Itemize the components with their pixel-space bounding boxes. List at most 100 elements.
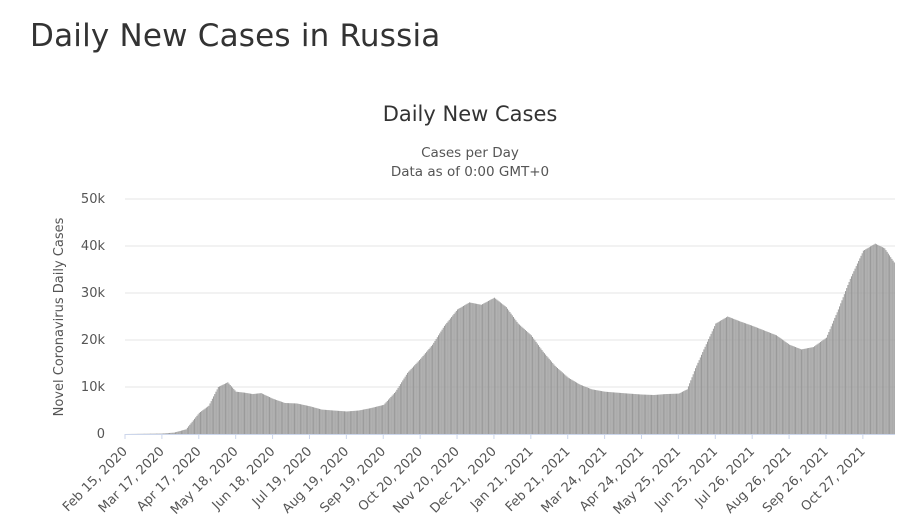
bar <box>781 339 783 434</box>
bar <box>271 398 273 434</box>
bar <box>276 400 278 434</box>
bar <box>654 394 656 434</box>
bar <box>535 341 537 434</box>
y-axis-title: Novel Coronavirus Daily Cases <box>52 217 67 416</box>
bar <box>461 306 463 434</box>
bar <box>176 431 178 434</box>
bar <box>659 394 661 434</box>
bar <box>537 345 539 434</box>
bar <box>363 409 365 434</box>
bar <box>730 317 732 434</box>
bar <box>548 358 550 434</box>
bar <box>566 376 568 434</box>
bar <box>361 409 363 434</box>
bar <box>642 394 644 434</box>
bar <box>796 347 798 434</box>
bar <box>490 299 492 434</box>
bar <box>816 344 818 434</box>
bar <box>790 345 792 434</box>
bar <box>662 394 664 434</box>
bar <box>637 394 639 434</box>
bar <box>577 383 579 434</box>
bar <box>799 348 801 434</box>
bar <box>818 342 820 434</box>
bar <box>304 405 306 434</box>
bar <box>630 393 632 434</box>
bar <box>261 393 263 434</box>
bar <box>220 385 222 434</box>
bar <box>411 367 413 434</box>
bar <box>484 302 486 434</box>
bar <box>511 315 513 434</box>
bar <box>805 348 807 434</box>
bar <box>376 406 378 434</box>
bar <box>399 384 401 434</box>
bar <box>645 394 647 434</box>
bar <box>696 365 698 434</box>
bar <box>170 432 172 434</box>
bar <box>295 403 297 434</box>
bar <box>391 395 393 434</box>
bar <box>827 334 829 434</box>
bar <box>303 404 305 434</box>
bar <box>578 383 580 434</box>
bar <box>288 403 290 434</box>
bar <box>182 430 184 434</box>
bar <box>830 326 832 434</box>
bar <box>549 360 551 434</box>
bar <box>480 304 482 434</box>
bar <box>789 344 791 434</box>
bar <box>501 303 503 434</box>
bar <box>427 350 429 434</box>
bar <box>291 403 293 434</box>
bar <box>322 409 324 434</box>
bar <box>766 331 768 434</box>
bar <box>704 346 706 434</box>
bar <box>800 349 802 434</box>
bar <box>834 317 836 434</box>
bar <box>639 394 641 434</box>
bar <box>628 393 630 434</box>
bar <box>318 408 320 434</box>
bar <box>702 352 704 434</box>
bar <box>879 246 881 434</box>
bar <box>872 245 874 434</box>
bar <box>873 244 875 434</box>
bar <box>615 392 617 434</box>
bar <box>540 348 542 434</box>
bar <box>891 258 893 434</box>
bar <box>445 324 447 434</box>
bar <box>874 243 876 434</box>
bar <box>756 327 758 434</box>
bar <box>681 391 683 434</box>
bar <box>421 357 423 434</box>
bar <box>528 333 530 434</box>
bar <box>451 316 453 434</box>
bar <box>633 393 635 434</box>
bar <box>820 341 822 434</box>
bar <box>875 244 877 434</box>
bar <box>618 392 620 434</box>
bar <box>608 391 610 434</box>
bar <box>489 300 491 434</box>
bar <box>499 302 501 434</box>
bar <box>612 392 614 434</box>
bar-series <box>126 243 895 434</box>
bar <box>233 389 235 434</box>
bar <box>351 411 353 434</box>
bar <box>773 334 775 434</box>
bar <box>583 386 585 434</box>
bar <box>507 308 509 434</box>
bar <box>624 393 626 434</box>
bar <box>410 369 412 434</box>
bar <box>885 250 887 434</box>
bar <box>890 257 892 434</box>
chart-subtitle-line-1: Cases per Day <box>421 145 519 161</box>
bar <box>503 305 505 434</box>
bar <box>668 393 670 434</box>
bar <box>710 333 712 434</box>
bar <box>595 389 597 434</box>
bar <box>374 406 376 434</box>
bar <box>737 320 739 434</box>
bar <box>311 406 313 434</box>
